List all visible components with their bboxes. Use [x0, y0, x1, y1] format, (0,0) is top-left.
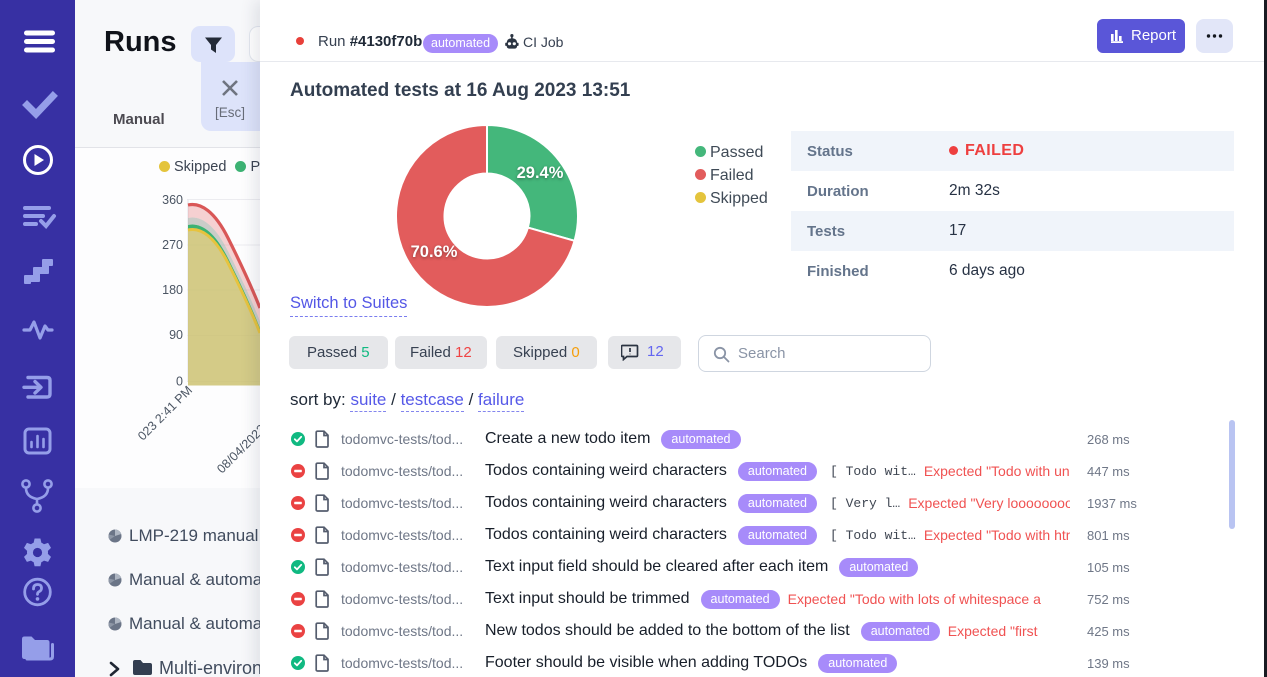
svg-text:90: 90: [169, 328, 183, 342]
svg-text:70.6%: 70.6%: [411, 243, 458, 261]
svg-text:180: 180: [162, 283, 183, 297]
svg-text:08/04/2023 2:41 PM: 08/04/2023 2:41 PM: [214, 387, 260, 477]
svg-text:023 2:41 PM: 023 2:41 PM: [135, 383, 195, 443]
svg-text:0: 0: [176, 375, 183, 389]
svg-text:29.4%: 29.4%: [517, 164, 564, 182]
svg-text:360: 360: [162, 193, 183, 207]
svg-text:270: 270: [162, 238, 183, 252]
